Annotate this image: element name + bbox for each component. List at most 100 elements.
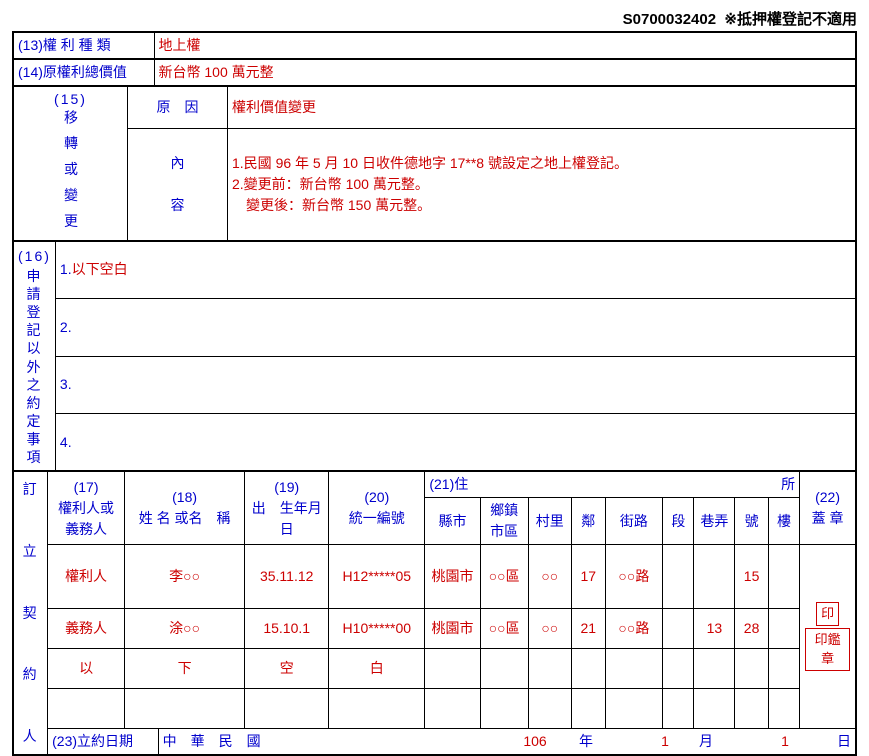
r16-l2: 2. [55, 299, 855, 356]
r14-value: 新台幣 100 萬元整 [154, 60, 855, 86]
addr-h1: 縣市 [425, 498, 480, 545]
p3-c9 [768, 688, 799, 728]
p2-c6 [663, 648, 694, 688]
row-14: (14)原權利總價值 新台幣 100 萬元整 [14, 59, 855, 86]
p3-c6 [663, 688, 694, 728]
r23-label: (23)立約日期 [48, 729, 158, 754]
r16-l3: 3. [55, 356, 855, 413]
r16-l4: 4. [55, 413, 855, 470]
p2-c8 [735, 648, 769, 688]
p2-c7 [694, 648, 735, 688]
p2-c4 [571, 648, 605, 688]
p1-c7: 13 [694, 608, 735, 648]
r16-side: (16) 申請登記以外之約定事項 [14, 241, 55, 471]
addr-h2: 鄉鎮市區 [480, 498, 528, 545]
p3-name [125, 688, 245, 728]
p2-c3 [528, 648, 571, 688]
p3-c1 [425, 688, 480, 728]
r23-mlab: 月 [695, 729, 755, 754]
p1-c3: ○○ [528, 608, 571, 648]
p1-name: 涂○○ [125, 608, 245, 648]
seal-cell: 印 印鑑章 [800, 545, 855, 728]
p1-c9 [768, 608, 799, 648]
p0-c9 [768, 545, 799, 608]
doc-number: S0700032402 [623, 11, 716, 28]
addr-h5: 街路 [605, 498, 663, 545]
r23-dlab: 日 [815, 729, 855, 754]
r13-value: 地上權 [154, 33, 855, 59]
p3-c3 [528, 688, 571, 728]
p1-c1: 桃園市 [425, 608, 480, 648]
r23-d: 1 [755, 729, 815, 754]
addr-h9: 樓 [768, 498, 799, 545]
addr-h7: 巷弄 [694, 498, 735, 545]
h19: (19)出 生年月日 [245, 472, 329, 545]
addr-h8: 號 [735, 498, 769, 545]
r23-m: 1 [635, 729, 695, 754]
r15-content-label: 內 容 [128, 129, 228, 240]
p0-c8: 15 [735, 545, 769, 608]
r16-side-text: 申請登記以外之約定事項 [26, 267, 42, 467]
header-note: ※抵押權登記不適用 [724, 11, 857, 28]
row-15: (15) 移 轉 或 變 更 原 因 權利價值變更 內 容 1.民國 96 年 … [14, 86, 855, 241]
h18: (18)姓 名 或名 稱 [125, 472, 245, 545]
r23-y: 106 [495, 729, 575, 754]
p1-role: 義務人 [48, 608, 125, 648]
parties-table: 訂立契約人 (17)權利人或義務人 (18)姓 名 或名 稱 (19)出 生年月… [14, 471, 855, 753]
p1-c6 [663, 608, 694, 648]
p0-c3: ○○ [528, 545, 571, 608]
seal-1: 印 [816, 602, 839, 626]
r15-reason-value: 權利價值變更 [228, 87, 856, 129]
p0-role: 權利人 [48, 545, 125, 608]
r16-l1: 1.1.以下空白以下空白 [55, 241, 855, 298]
addr-h6: 段 [663, 498, 694, 545]
addr-h4: 鄰 [571, 498, 605, 545]
p0-c4: 17 [571, 545, 605, 608]
row-23-wrap: (23)立約日期 中 華 民 國 106 年 1 月 1 日 [48, 728, 855, 754]
r15-num-side: (15) 移 轉 或 變 更 [14, 87, 128, 241]
p0-name: 李○○ [125, 545, 245, 608]
seal-2: 印鑑章 [805, 628, 850, 671]
p3-c8 [735, 688, 769, 728]
p1-c2: ○○區 [480, 608, 528, 648]
p0-birth: 35.11.12 [245, 545, 329, 608]
p1-id: H10*****00 [329, 608, 425, 648]
p2-c2 [480, 648, 528, 688]
p2-birth: 空 [245, 648, 329, 688]
h22: (22)蓋 章 [800, 472, 855, 545]
p1-c4: 21 [571, 608, 605, 648]
p2-role: 以 [48, 648, 125, 688]
p3-c2 [480, 688, 528, 728]
p0-id: H12*****05 [329, 545, 425, 608]
p0-c1: 桃園市 [425, 545, 480, 608]
p2-c1 [425, 648, 480, 688]
p2-c5 [605, 648, 663, 688]
p3-c7 [694, 688, 735, 728]
p2-id: 白 [329, 648, 425, 688]
h21: (21)住 所 [425, 472, 800, 498]
p3-c4 [571, 688, 605, 728]
p0-c2: ○○區 [480, 545, 528, 608]
p3-c5 [605, 688, 663, 728]
p0-c6 [663, 545, 694, 608]
parties-side: 訂立契約人 [14, 472, 48, 754]
p0-c7 [694, 545, 735, 608]
r15-content: 1.民國 96 年 5 月 10 日收件德地字 17**8 號設定之地上權登記。… [228, 129, 856, 240]
form-outer: (13)權 利 種 類 地上權 (14)原權利總價值 新台幣 100 萬元整 (… [12, 31, 857, 756]
r23-era: 中 華 民 國 [158, 729, 495, 754]
row-16: (16) 申請登記以外之約定事項 1.1.以下空白以下空白 2. 3. 4. [14, 241, 855, 472]
addr-h3: 村里 [528, 498, 571, 545]
r23-ylab: 年 [575, 729, 635, 754]
r15-reason-label: 原 因 [128, 87, 228, 129]
r14-label: (14)原權利總價值 [14, 60, 154, 86]
h20: (20)統一編號 [329, 472, 425, 545]
r13-label: (13)權 利 種 類 [14, 33, 154, 59]
p1-c5: ○○路 [605, 608, 663, 648]
p2-c9 [768, 648, 799, 688]
p3-role [48, 688, 125, 728]
header-bar: S0700032402 ※抵押權登記不適用 [12, 8, 857, 29]
p2-name: 下 [125, 648, 245, 688]
h17: (17)權利人或義務人 [48, 472, 125, 545]
p1-birth: 15.10.1 [245, 608, 329, 648]
p0-c5: ○○路 [605, 545, 663, 608]
